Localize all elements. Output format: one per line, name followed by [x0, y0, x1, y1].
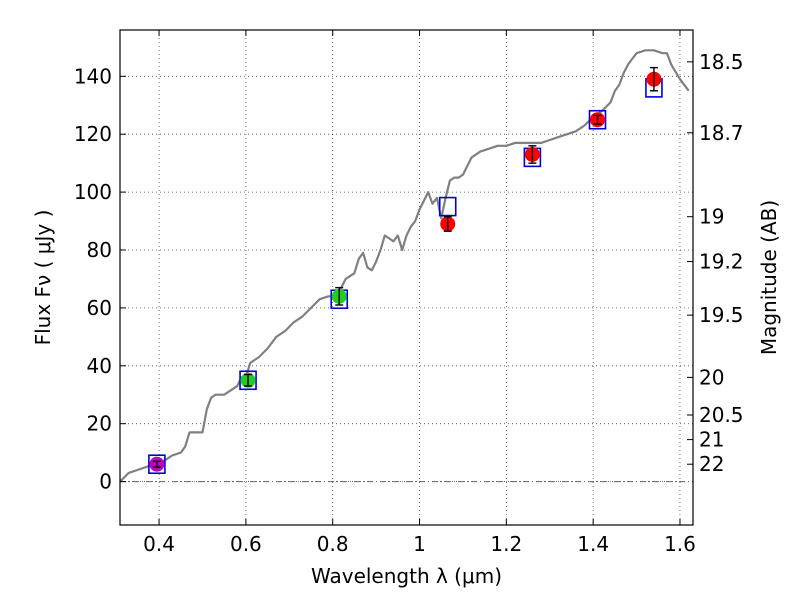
x-tick-label: 1	[413, 532, 426, 556]
y-tick-label: 40	[87, 354, 112, 378]
y-axis-ticks: 0 20 40 60 80 100 120 140	[74, 64, 126, 494]
y-tick-label: 80	[87, 238, 112, 262]
y-tick-label: 100	[74, 180, 112, 204]
x-axis-title: Wavelength λ (μm)	[311, 564, 502, 588]
y-tick-label: 20	[87, 412, 112, 436]
x-axis-ticks: 0.4 0.6 0.8 1 1.2 1.4 1.6	[143, 30, 696, 556]
plot-frame	[119, 29, 694, 526]
y-tick-label: 0	[99, 470, 112, 494]
model-flux-square	[239, 370, 257, 391]
y-axis-title: Flux Fν ( μJy )	[31, 210, 55, 346]
magnitude-tick-label: 19	[699, 205, 724, 229]
magnitude-tick-label: 18.5	[699, 50, 744, 74]
y-tick-label: 120	[74, 122, 112, 146]
magnitude-tick-label: 19.2	[699, 250, 744, 274]
magnitude-axis-title: Magnitude (AB)	[757, 200, 781, 355]
magnitude-tick-label: 20	[699, 365, 724, 389]
x-tick-label: 0.4	[143, 532, 175, 556]
model-flux-square	[588, 109, 607, 130]
model-fluxes	[148, 78, 663, 475]
x-tick-label: 1.4	[577, 532, 609, 556]
magnitude-tick-label: 19.5	[699, 303, 744, 327]
model-flux-square	[148, 454, 166, 475]
x-tick-label: 0.6	[230, 532, 262, 556]
magnitude-tick-label: 18.7	[699, 121, 744, 145]
x-tick-label: 0.8	[317, 532, 349, 556]
grid	[120, 30, 693, 525]
y-tick-label: 140	[74, 64, 112, 88]
magnitude-tick-label: 20.5	[699, 403, 744, 427]
x-tick-label: 1.2	[490, 532, 522, 556]
model-spectrum-line	[119, 49, 690, 483]
y-tick-label: 60	[87, 296, 112, 320]
observed-fluxes	[149, 66, 662, 472]
magnitude-tick-label: 22	[699, 452, 724, 476]
model-spectrum	[119, 49, 690, 483]
model-flux-square	[438, 196, 457, 217]
x-tick-label: 1.6	[664, 532, 696, 556]
magnitude-tick-label: 21	[699, 428, 724, 452]
